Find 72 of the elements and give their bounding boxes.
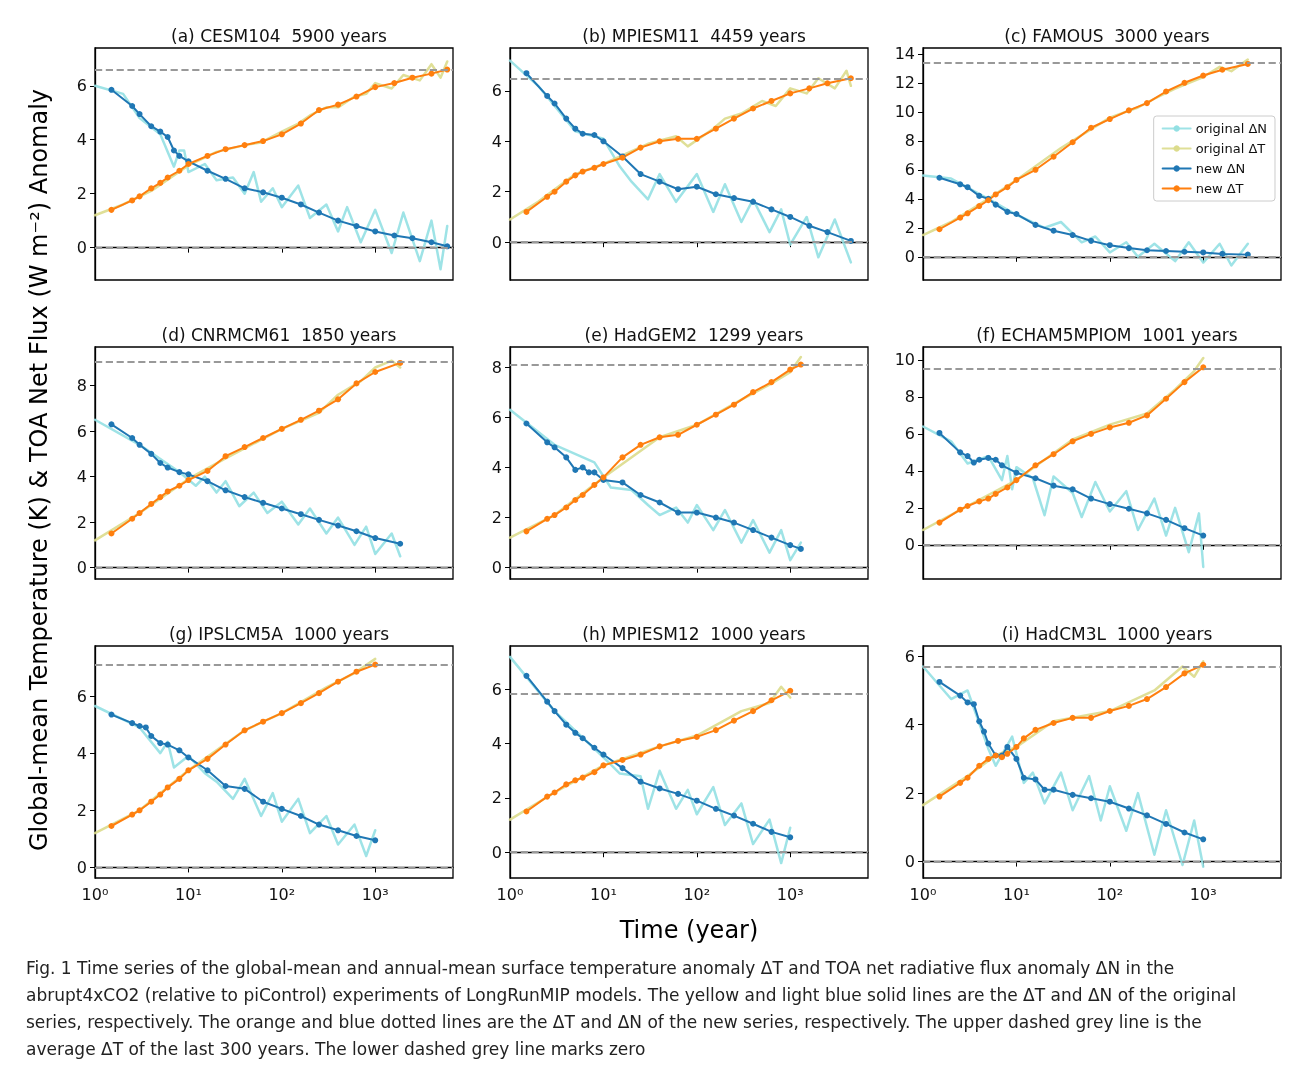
chart-title: (a) CESM104 5900 years [171, 25, 388, 46]
y-tick-label: 0 [76, 857, 87, 877]
chart-title: (c) FAMOUS 3000 years [1004, 25, 1210, 46]
y-tick-label: 8 [904, 387, 915, 407]
x-tick-label: 10⁰ [496, 884, 524, 904]
y-tick-label: 0 [904, 852, 915, 872]
x-tick-label: 10¹ [175, 884, 202, 904]
y-tick-label: 4 [76, 743, 87, 763]
chart-title: (f) ECHAM5MPIOM 1001 years [976, 324, 1238, 345]
y-tick-label: 4 [76, 467, 87, 487]
y-tick-label: 6 [76, 76, 87, 96]
y-tick-label: 4 [904, 715, 915, 735]
y-tick-label: 4 [491, 131, 502, 151]
chart-title: (i) HadCM3L 1000 years [1001, 623, 1213, 644]
x-tick-label: 10⁰ [909, 884, 937, 904]
y-tick-label: 2 [76, 512, 87, 532]
y-tick-label: 0 [491, 558, 502, 578]
y-tick-label: 2 [491, 788, 502, 808]
y-tick-label: 0 [904, 247, 915, 267]
legend-label: original ΔT [1195, 141, 1266, 156]
y-tick-label: 8 [904, 131, 915, 151]
y-tick-label: 2 [76, 800, 87, 820]
legend-label: new ΔN [1195, 161, 1246, 176]
y-tick-label: 6 [904, 646, 915, 666]
y-tick-label: 12 [894, 73, 915, 93]
x-tick-label: 10³ [361, 884, 389, 904]
y-tick-label: 6 [76, 421, 87, 441]
x-tick-label: 10² [268, 884, 296, 904]
y-tick-label: 8 [76, 376, 87, 396]
y-tick-label: 6 [904, 160, 915, 180]
y-tick-label: 2 [904, 498, 915, 518]
x-tick-label: 10³ [1189, 884, 1217, 904]
y-tick-label: 14 [894, 44, 915, 64]
y-tick-label: 4 [904, 461, 915, 481]
x-tick-label: 10¹ [1003, 884, 1030, 904]
y-tick-label: 0 [491, 842, 502, 862]
y-tick-label: 6 [491, 81, 502, 101]
y-tick-label: 0 [76, 238, 87, 258]
legend-label: new ΔT [1195, 181, 1244, 196]
chart-title: (e) HadGEM2 1299 years [584, 324, 804, 345]
x-axis-title: Time (year) [619, 916, 759, 944]
x-tick-label: 10² [683, 884, 711, 904]
y-axis-title: Global-mean Temperature (K) & TOA Net Flux (W m⁻²) Anomaly [25, 88, 53, 852]
y-tick-label: 4 [904, 189, 915, 209]
y-tick-label: 4 [491, 457, 502, 477]
y-tick-label: 10 [894, 102, 915, 122]
y-tick-label: 2 [491, 182, 502, 202]
x-tick-label: 10³ [776, 884, 804, 904]
y-tick-label: 2 [76, 184, 87, 204]
chart-title: (b) MPIESM11 4459 years [582, 25, 806, 46]
y-tick-label: 6 [491, 679, 502, 699]
y-tick-label: 6 [491, 407, 502, 427]
chart-title: (h) MPIESM12 1000 years [582, 623, 806, 644]
y-tick-label: 10 [894, 350, 915, 370]
legend-label: original ΔN [1195, 121, 1267, 136]
y-tick-label: 0 [491, 232, 502, 252]
y-tick-label: 0 [904, 535, 915, 555]
x-tick-label: 10⁰ [81, 884, 109, 904]
y-tick-label: 4 [76, 130, 87, 150]
y-tick-label: 2 [904, 783, 915, 803]
y-tick-label: 0 [76, 558, 87, 578]
y-tick-label: 6 [904, 424, 915, 444]
y-tick-label: 8 [491, 357, 502, 377]
y-tick-label: 2 [904, 218, 915, 238]
chart-title: (g) IPSLCM5A 1000 years [168, 623, 390, 644]
caption: Fig. 1 Time series of the global-mean and annual-mean surface temperature anomaly ΔT and TOA net radiative flux anomaly ΔN in the abrupt4xCO2 (relative to piControl) experiments of LongRunMIP models. The yellow and light blue solid lines are the ΔT and ΔN of the original series, respectively. The orange and blue dotted lines are the ΔT and ΔN of the new series, respectively. The upper dashed grey line is the average ΔT of the last 300 years. The lower dashed grey line marks zero [26, 957, 1238, 1061]
x-tick-label: 10¹ [590, 884, 617, 904]
x-tick-label: 10² [1096, 884, 1124, 904]
y-tick-label: 4 [491, 734, 502, 754]
y-tick-label: 6 [76, 686, 87, 706]
chart-title: (d) CNRMCM61 1850 years [161, 324, 397, 345]
y-tick-label: 2 [491, 508, 502, 528]
